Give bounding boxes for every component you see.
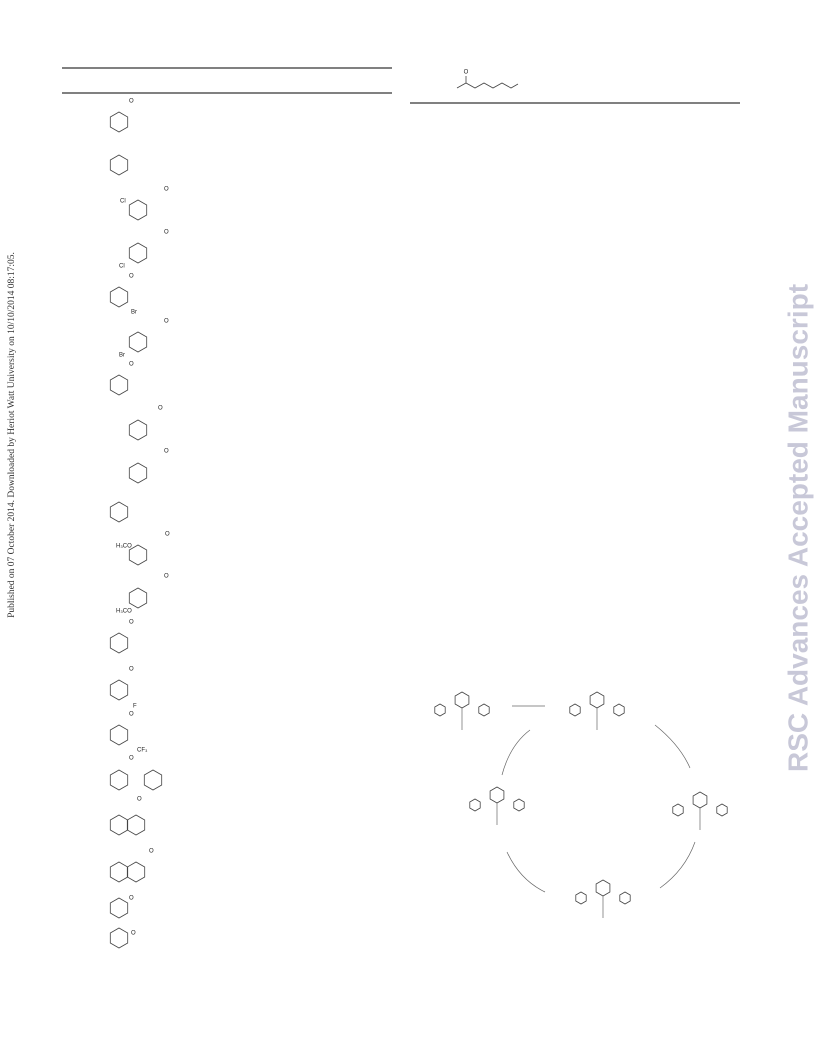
atom-label: F — [133, 704, 137, 710]
atom-label: O — [131, 931, 136, 937]
atom-label: H₃CO — [116, 609, 132, 615]
ring-structure — [109, 111, 129, 133]
ring-structure — [128, 242, 148, 264]
ring-structure — [619, 891, 631, 905]
atom-label: O — [129, 274, 134, 280]
ring-structure — [109, 632, 129, 654]
ring-structure — [569, 703, 581, 717]
ring-structure — [128, 331, 148, 353]
atom-label: CF₃ — [137, 748, 148, 754]
atom-label: O — [129, 99, 134, 105]
ring-structure — [109, 501, 129, 523]
ring-structure — [128, 462, 148, 484]
ring-structure — [128, 587, 148, 609]
atom-label: O — [129, 712, 134, 718]
atom-label: O — [129, 756, 134, 762]
atom-label: O — [149, 849, 154, 855]
ring-structure — [613, 703, 625, 717]
atom-label: O — [129, 620, 134, 626]
ring-structure — [109, 286, 129, 308]
ring-structure — [126, 861, 146, 883]
ring-structure — [109, 724, 129, 746]
ring-structure — [109, 897, 129, 919]
ring-structure — [109, 679, 129, 701]
atom-label: O — [129, 362, 134, 368]
atom-label: Br — [119, 353, 125, 359]
ring-structure — [143, 769, 163, 791]
atom-label: O — [164, 187, 169, 193]
ring-structure — [128, 199, 148, 221]
atom-label: Cl — [119, 264, 125, 270]
ring-structure — [469, 798, 481, 812]
atom-label: O — [129, 667, 134, 673]
ring-structure — [478, 703, 490, 717]
atom-label: O — [158, 406, 163, 412]
ring-structure — [716, 803, 728, 817]
atom-label: O — [164, 230, 169, 236]
ring-structure — [109, 154, 129, 176]
catalytic-cycle — [434, 691, 728, 918]
atom-label: O — [129, 896, 134, 902]
atom-label: Cl — [120, 199, 126, 205]
atom-label: H₃CO — [116, 544, 132, 550]
chain-structure — [456, 82, 519, 89]
arrow — [654, 724, 691, 769]
download-watermark: Published on 07 October 2014. Downloaded… — [7, 252, 17, 618]
ring-structure — [575, 891, 587, 905]
ring-structure — [109, 374, 129, 396]
atom-label: O — [164, 319, 169, 325]
arrow — [659, 841, 696, 889]
ring-structure — [126, 814, 146, 836]
ring-structure — [128, 419, 148, 441]
atom-label: O — [137, 797, 142, 803]
ring-structure — [513, 798, 525, 812]
atom-label: O — [464, 70, 469, 76]
ring-structure — [128, 544, 148, 566]
ring-structure — [672, 803, 684, 817]
atom-label: O — [164, 449, 169, 455]
ring-structure — [434, 703, 446, 717]
manuscript-watermark: RSC Advances Accepted Manuscript — [782, 284, 813, 772]
atom-label: Br — [131, 310, 137, 316]
ring-structure — [109, 769, 129, 791]
atom-label: O — [164, 574, 169, 580]
arrow — [506, 851, 546, 893]
arrow — [501, 729, 531, 776]
atom-label: O — [165, 532, 170, 538]
ring-structure — [109, 927, 129, 949]
